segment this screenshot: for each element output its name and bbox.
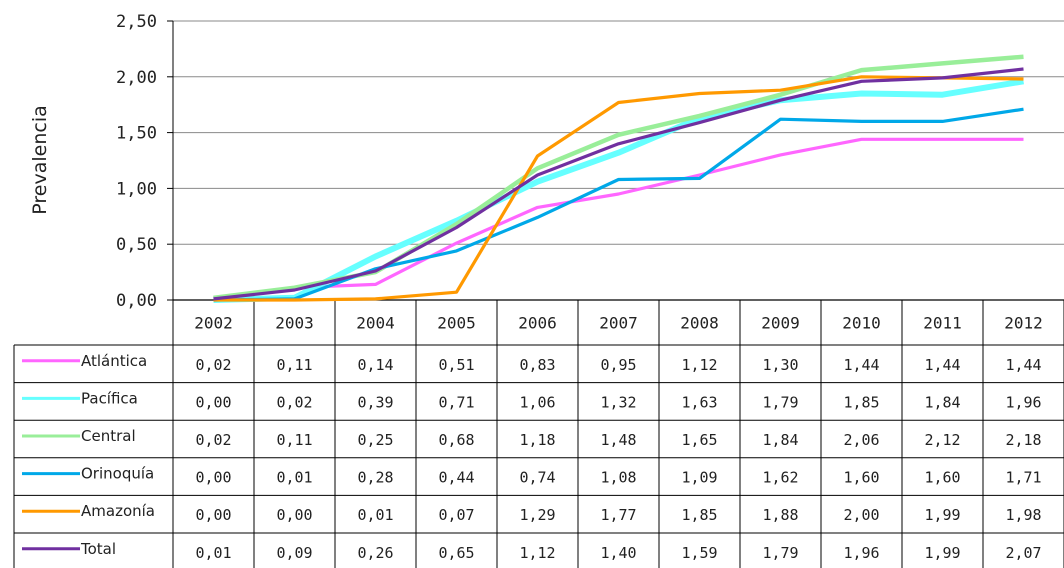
x-category-label: 2006 [518,314,557,333]
legend-label: Central [81,427,136,445]
table-cell-value: 1,06 [519,393,555,411]
legend-label: Atlántica [81,352,147,370]
x-category-label: 2002 [194,314,233,333]
table-cell-value: 0,11 [276,431,312,449]
y-tick-label: 0,50 [116,235,157,255]
table-cell-value: 0,14 [357,356,393,374]
table-cell-value: 1,44 [1005,356,1041,374]
legend-label: Amazonía [81,502,155,520]
table-cell-value: 1,77 [600,506,636,524]
table-cell-value: 0,00 [276,506,312,524]
table-cell-value: 1,85 [843,393,879,411]
table-cell-value: 0,01 [357,506,393,524]
x-category-label: 2004 [356,314,395,333]
table-cell-value: 0,28 [357,469,393,487]
table-cell-value: 0,65 [438,544,474,562]
table-cell-value: 1,40 [600,544,636,562]
table-cell-value: 2,06 [843,431,879,449]
table-cell-value: 1,71 [1005,469,1041,487]
table-cell-value: 0,11 [276,356,312,374]
x-category-label: 2005 [437,314,476,333]
table-cell-value: 1,84 [762,431,798,449]
x-category-label: 2007 [599,314,638,333]
y-tick-label: 1,00 [116,179,157,199]
table-cell-value: 1,85 [681,506,717,524]
table-cell-value: 0,00 [195,506,231,524]
table-cell-value: 0,01 [195,544,231,562]
table-cell-value: 1,32 [600,393,636,411]
table-cell-value: 1,79 [762,544,798,562]
legend-label: Orinoquía [81,465,154,483]
table-cell-value: 0,02 [195,356,231,374]
x-category-label: 2003 [275,314,314,333]
table-cell-value: 0,39 [357,393,393,411]
data-table: 2002 2003 2004 2005 2006 2007 2008 2009 2010 2011… [14,300,1064,568]
series-line [214,81,1024,300]
x-category-label: 2010 [842,314,881,333]
table-cell-value: 1,79 [762,393,798,411]
table-cell-value: 0,00 [195,393,231,411]
table-cell-value: 1,60 [924,469,960,487]
x-category-label: 2009 [761,314,800,333]
x-category-label: 2008 [680,314,719,333]
table-cell-value: 1,09 [681,469,717,487]
y-tick-label: 1,50 [116,124,157,144]
table-cell-value: 1,84 [924,393,960,411]
table-cell-value: 0,09 [276,544,312,562]
table-cell-value: 0,00 [195,469,231,487]
table-cell-value: 0,44 [438,469,474,487]
table-cell-value: 1,44 [843,356,879,374]
table-cell-value: 0,71 [438,393,474,411]
y-axis-title: Prevalencia [29,105,51,214]
table-cell-value: 1,96 [1005,393,1041,411]
table-cell-value: 2,07 [1005,544,1041,562]
table-cell-value: 1,18 [519,431,555,449]
table-cell-value: 1,48 [600,431,636,449]
legend-label: Total [80,540,116,558]
legend-label: Pacífica [81,389,138,407]
table-cell-value: 2,00 [843,506,879,524]
y-tick-label: 2,00 [116,68,157,88]
table-cell-value: 0,02 [195,431,231,449]
table-cell-value: 1,12 [519,544,555,562]
table-cell-value: 0,25 [357,431,393,449]
table-cell-value: 0,51 [438,356,474,374]
table-cell-value: 1,98 [1005,506,1041,524]
table-cell-value: 0,07 [438,506,474,524]
table-cell-value: 1,59 [681,544,717,562]
table-cell-value: 1,99 [924,506,960,524]
table-cell-value: 1,62 [762,469,798,487]
table-cell-value: 1,44 [924,356,960,374]
table-cell-value: 0,02 [276,393,312,411]
table-cell-value: 0,83 [519,356,555,374]
table-cell-value: 1,29 [519,506,555,524]
table-cell-value: 1,88 [762,506,798,524]
table-cell-value: 1,99 [924,544,960,562]
y-axis: 0,00 0,50 1,00 1,50 2,00 2,50 [116,12,173,311]
table-cell-value: 1,08 [600,469,636,487]
table-cell-value: 1,96 [843,544,879,562]
y-tick-label: 0,00 [116,291,157,311]
table-cell-value: 1,65 [681,431,717,449]
table-cell-value: 0,74 [519,469,555,487]
x-category-label: 2012 [1004,314,1043,333]
table-cell-value: 2,18 [1005,431,1041,449]
table-cell-value: 2,12 [924,431,960,449]
table-cell-value: 0,26 [357,544,393,562]
x-category-label: 2011 [923,314,962,333]
table-cell-value: 0,95 [600,356,636,374]
series-lines [214,57,1024,300]
table-cell-value: 0,01 [276,469,312,487]
y-tick-label: 2,50 [116,12,157,32]
table-cell-value: 1,63 [681,393,717,411]
table-cell-value: 1,30 [762,356,798,374]
table-cell-value: 1,60 [843,469,879,487]
table-cell-value: 1,12 [681,356,717,374]
table-cell-value: 0,68 [438,431,474,449]
